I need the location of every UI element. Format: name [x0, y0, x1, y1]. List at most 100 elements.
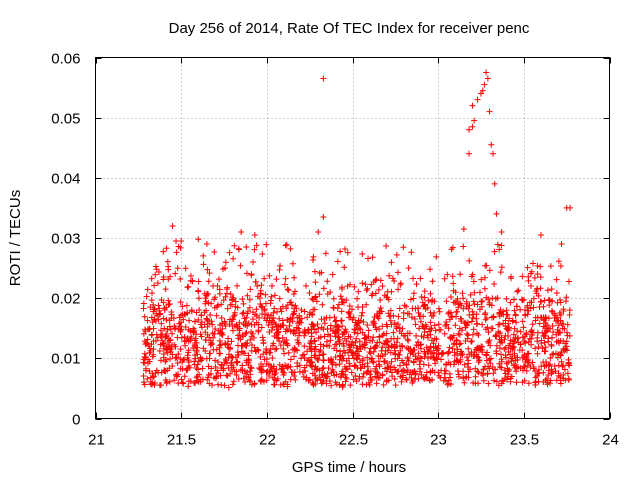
x-tick-label: 23	[430, 432, 447, 449]
data-point	[428, 337, 435, 344]
data-point	[414, 305, 421, 312]
data-point	[308, 340, 315, 347]
x-tick-label: 22.5	[339, 432, 368, 449]
data-point	[555, 317, 562, 324]
data-point	[223, 290, 230, 297]
data-point	[244, 292, 251, 299]
data-point	[470, 326, 477, 333]
data-point	[397, 281, 404, 288]
data-point	[535, 292, 542, 299]
data-point	[247, 286, 254, 293]
data-point	[287, 245, 294, 252]
data-point	[213, 312, 220, 319]
data-point	[519, 318, 526, 325]
data-point	[559, 325, 566, 332]
data-point	[471, 289, 478, 296]
data-point	[226, 249, 233, 256]
data-point	[528, 327, 535, 334]
data-point	[284, 286, 291, 293]
data-point	[202, 295, 209, 302]
data-point	[553, 276, 560, 283]
data-point	[451, 349, 458, 356]
data-point	[313, 329, 320, 336]
data-point	[365, 255, 372, 262]
data-point	[305, 326, 312, 333]
data-point	[450, 299, 457, 306]
data-point	[291, 288, 298, 295]
data-point	[294, 314, 301, 321]
data-point	[519, 297, 526, 304]
data-point	[330, 295, 337, 302]
data-point	[388, 342, 395, 349]
data-point	[333, 347, 340, 354]
data-point	[254, 283, 261, 290]
data-point	[270, 309, 277, 316]
data-point	[511, 344, 518, 351]
data-point	[316, 374, 323, 381]
data-point	[348, 369, 355, 376]
data-point	[279, 368, 286, 375]
data-point	[205, 299, 212, 306]
data-point	[156, 311, 163, 318]
data-point	[169, 222, 176, 229]
data-point	[359, 303, 366, 310]
data-point	[404, 355, 411, 362]
data-point	[162, 286, 169, 293]
data-point	[373, 276, 380, 283]
data-point	[365, 368, 372, 375]
data-point	[448, 246, 455, 253]
data-point	[534, 350, 541, 357]
data-point	[205, 291, 212, 298]
data-point	[466, 257, 473, 264]
data-point	[524, 311, 531, 318]
data-point	[149, 290, 156, 297]
data-point	[154, 280, 161, 287]
data-point	[179, 379, 186, 386]
data-point	[320, 343, 327, 350]
data-point	[415, 309, 422, 316]
data-point	[345, 341, 352, 348]
data-point	[290, 326, 297, 333]
data-point	[185, 283, 192, 290]
data-point	[475, 359, 482, 366]
data-point	[389, 275, 396, 282]
data-point	[325, 356, 332, 363]
data-point	[381, 358, 388, 365]
data-point	[167, 336, 174, 343]
data-point	[202, 337, 209, 344]
data-point	[205, 372, 212, 379]
data-point	[430, 312, 437, 319]
data-point	[491, 377, 498, 384]
data-point	[517, 341, 524, 348]
data-point	[416, 325, 423, 332]
data-point	[537, 231, 544, 238]
x-tick-labels: 21 21.5 22 22.5 23 23.5 24	[88, 432, 619, 449]
data-point	[549, 368, 556, 375]
data-point	[257, 353, 264, 360]
data-point	[508, 273, 515, 280]
data-point	[481, 274, 488, 281]
data-point	[404, 310, 411, 317]
data-point	[215, 381, 222, 388]
data-point	[177, 299, 184, 306]
data-point	[469, 102, 476, 109]
data-point	[321, 316, 328, 323]
data-point	[167, 326, 174, 333]
data-point	[198, 319, 205, 326]
data-point	[354, 330, 361, 337]
data-point	[536, 320, 543, 327]
data-point	[317, 341, 324, 348]
data-point	[557, 262, 564, 269]
data-point	[543, 321, 550, 328]
data-point	[222, 357, 229, 364]
data-point	[415, 350, 422, 357]
data-point	[292, 376, 299, 383]
data-point	[387, 317, 394, 324]
data-point	[420, 313, 427, 320]
data-point	[173, 238, 180, 245]
data-point	[185, 383, 192, 390]
data-point	[498, 264, 505, 271]
data-point	[523, 330, 530, 337]
data-point	[310, 296, 317, 303]
data-point	[227, 301, 234, 308]
